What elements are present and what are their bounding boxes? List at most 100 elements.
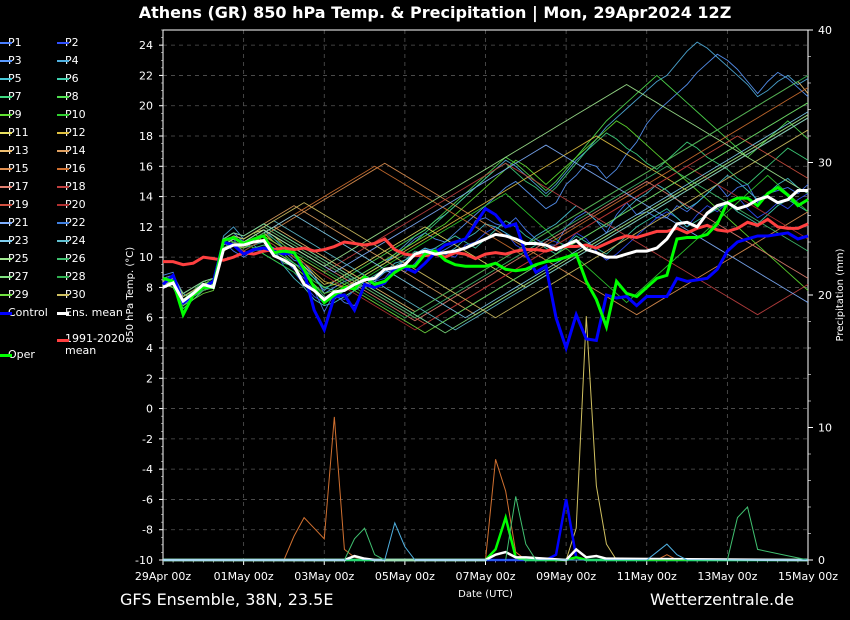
temp-line-p26 — [162, 165, 809, 319]
chart-title: Athens (GR) 850 hPa Temp. & Precipitatio… — [138, 3, 732, 22]
precip-line-p4 — [163, 521, 808, 561]
temp-line-p29 — [162, 102, 809, 334]
y-tick-label: -8 — [142, 524, 153, 537]
legend-item-p28: P28 — [57, 270, 86, 284]
y-tick-label: 0 — [146, 403, 153, 416]
legend-item-p5: P5 — [0, 72, 22, 86]
temp-line-p25 — [162, 83, 809, 301]
legend-item-p12: P12 — [57, 126, 86, 140]
temp-line-p28 — [162, 75, 809, 319]
legend-label: P19 — [8, 198, 29, 211]
legend-swatch — [57, 258, 69, 260]
legend-item-p30: P30 — [57, 288, 86, 302]
legend-label: P26 — [65, 252, 86, 265]
y-tick-label: 10 — [139, 251, 153, 264]
legend-label: P13 — [8, 144, 29, 157]
legend-swatch — [57, 222, 69, 224]
temp-line-p23 — [162, 111, 809, 319]
legend-label: P7 — [8, 90, 22, 103]
legend-label: 1991-2020 mean — [65, 332, 125, 357]
legend-swatch — [0, 222, 12, 224]
x-tick-label: 15May 00z — [778, 570, 838, 583]
legend-item-p10: P10 — [57, 108, 86, 122]
legend-label: P16 — [65, 162, 86, 175]
legend-label: P17 — [8, 180, 29, 193]
y-tick-label: -10 — [135, 554, 153, 567]
legend-swatch — [57, 186, 69, 188]
legend-item-p20: P20 — [57, 198, 86, 212]
legend-label: P30 — [65, 288, 86, 301]
x-tick-label: 29Apr 00z — [135, 570, 192, 583]
precip-line-oper — [163, 513, 808, 562]
legend-item-oper: Oper — [0, 348, 35, 362]
legend-label: Control — [8, 306, 48, 319]
legend-item-p4: P4 — [57, 54, 79, 68]
y2-tick-label: 40 — [818, 24, 832, 37]
y-tick-label: 24 — [139, 39, 153, 52]
legend-item-p18: P18 — [57, 180, 86, 194]
legend-label: P2 — [65, 36, 79, 49]
legend-swatch — [57, 312, 69, 315]
legend-swatch — [57, 132, 69, 134]
legend-item-p27: P27 — [0, 270, 29, 284]
legend-item-p11: P11 — [0, 126, 29, 140]
legend-swatch — [57, 240, 69, 242]
y2-axis-label: Precipitation (mm) — [835, 248, 846, 341]
legend-swatch — [0, 96, 12, 98]
temp-line-p27 — [162, 114, 809, 334]
legend-swatch — [0, 354, 12, 357]
legend-swatch — [57, 294, 69, 296]
footer-site: Wetterzentrale.de — [650, 590, 795, 609]
temp-line-p30 — [162, 129, 809, 319]
y-tick-label: 22 — [139, 69, 153, 82]
legend-item-p7: P7 — [0, 90, 22, 104]
legend-item-p9: P9 — [0, 108, 22, 122]
legend-swatch — [57, 339, 69, 342]
legend-item-p22: P22 — [57, 216, 86, 230]
legend-swatch — [57, 276, 69, 278]
legend-swatch — [0, 276, 12, 278]
legend-swatch — [57, 150, 69, 152]
legend-item-p17: P17 — [0, 180, 29, 194]
legend-label: P6 — [65, 72, 79, 85]
legend-item-control: Control — [0, 306, 48, 320]
legend-swatch — [57, 114, 69, 116]
legend-swatch — [0, 60, 12, 62]
legend-swatch — [0, 42, 12, 44]
legend-swatch — [0, 168, 12, 170]
legend-item-p21: P21 — [0, 216, 29, 230]
legend-item-p26: P26 — [57, 252, 86, 266]
legend-item-p2: P2 — [57, 36, 79, 50]
y-tick-label: 2 — [146, 372, 153, 385]
legend-swatch — [57, 78, 69, 80]
legend-item-p6: P6 — [57, 72, 79, 86]
y-tick-label: 20 — [139, 100, 153, 113]
legend-swatch — [0, 240, 12, 242]
legend-swatch — [57, 168, 69, 170]
legend-label: P18 — [65, 180, 86, 193]
legend-swatch — [0, 114, 12, 116]
temp-line-ens-mean — [162, 189, 808, 304]
legend-label: P28 — [65, 270, 86, 283]
legend-swatch — [0, 150, 12, 152]
y2-tick-label: 20 — [818, 289, 832, 302]
legend-label: P27 — [8, 270, 29, 283]
legend-swatch — [0, 258, 12, 260]
legend-label: P23 — [8, 234, 29, 247]
footer-source: GFS Ensemble, 38N, 23.5E — [120, 590, 334, 609]
legend-label: Ens. mean — [65, 306, 123, 319]
legend-item-p25: P25 — [0, 252, 29, 266]
legend-item-p1: P1 — [0, 36, 22, 50]
legend-swatch — [57, 204, 69, 206]
y-tick-label: 16 — [139, 160, 153, 173]
legend-label: P20 — [65, 198, 86, 211]
legend-item-p19: P19 — [0, 198, 29, 212]
x-tick-label: 07May 00z — [455, 570, 515, 583]
legend-item-1991-2020-mean: 1991-2020 mean — [57, 333, 127, 357]
legend-item-p15: P15 — [0, 162, 29, 176]
x-tick-label: 11May 00z — [617, 570, 677, 583]
legend-label: P3 — [8, 54, 22, 67]
legend-swatch — [0, 78, 12, 80]
legend-label: P22 — [65, 216, 86, 229]
legend-item-p16: P16 — [57, 162, 86, 176]
